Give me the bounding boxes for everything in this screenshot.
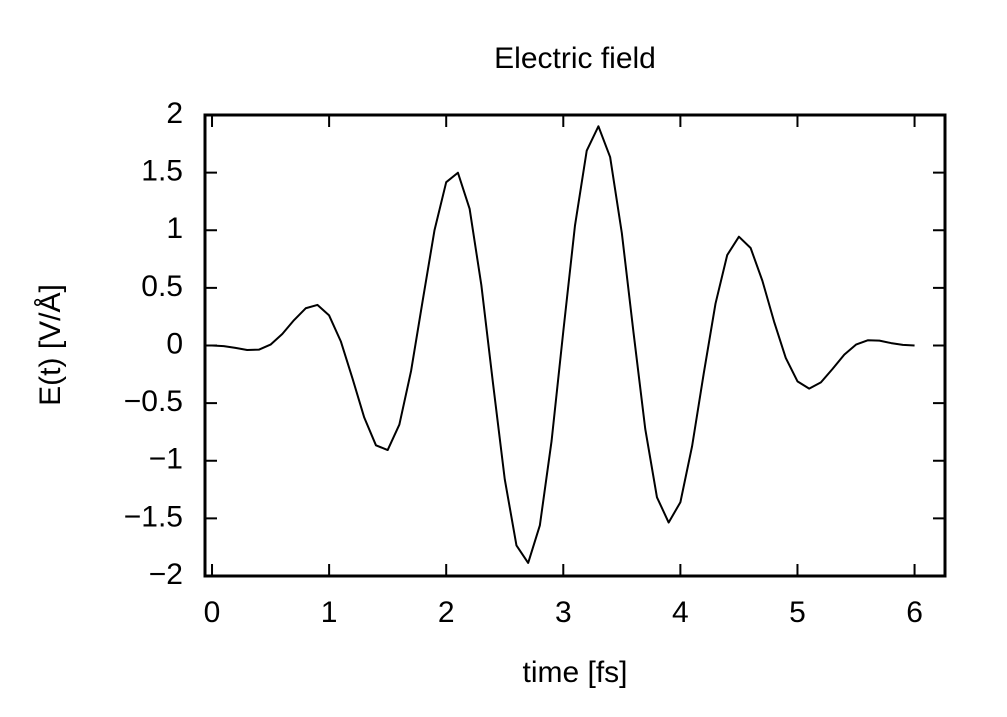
y-tick-label: 2 (166, 97, 183, 130)
y-tick-label: −2 (149, 558, 183, 591)
line-series (211, 125, 915, 564)
y-tick-label: 0.5 (141, 270, 183, 303)
x-tick-label: 4 (672, 596, 689, 629)
chart-title: Electric field (494, 42, 656, 75)
y-tick-label: −1.5 (124, 500, 183, 533)
y-tick-label: −0.5 (124, 385, 183, 418)
y-tick-label: −1 (149, 443, 183, 476)
x-tick-label: 5 (789, 596, 806, 629)
x-tick-label: 0 (204, 596, 221, 629)
y-tick-label: 1 (166, 212, 183, 245)
y-axis-label: E(t) [V/Å] (34, 284, 67, 406)
x-axis-label: time [fs] (522, 656, 627, 689)
x-tick-label: 2 (438, 596, 455, 629)
y-tick-label: 1.5 (141, 155, 183, 188)
plot-frame (203, 113, 947, 578)
y-tick-label: 0 (166, 327, 183, 360)
x-tick-label: 1 (321, 596, 338, 629)
x-tick-label: 6 (906, 596, 923, 629)
x-tick-label: 3 (555, 596, 572, 629)
